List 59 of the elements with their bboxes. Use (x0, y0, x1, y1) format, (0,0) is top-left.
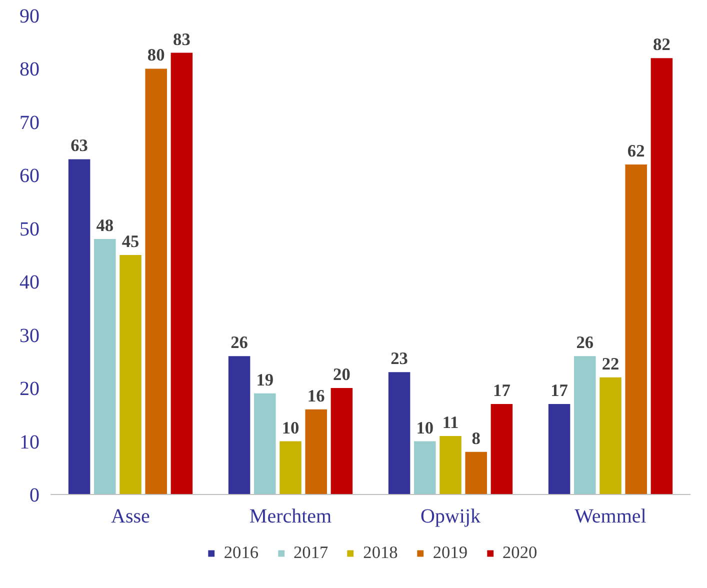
data-label: 26 (576, 333, 594, 352)
bar (254, 393, 276, 494)
data-label: 63 (70, 136, 88, 156)
data-label: 17 (550, 381, 568, 400)
legend-label: 2018 (363, 542, 398, 562)
data-label: 83 (173, 30, 191, 49)
bar (305, 409, 327, 494)
bar (170, 52, 193, 494)
data-label: 20 (333, 365, 350, 384)
data-label: 82 (653, 35, 670, 54)
x-tick-label: Asse (111, 506, 150, 528)
bar (465, 452, 487, 494)
data-label: 45 (122, 232, 140, 251)
data-label: 8 (472, 428, 481, 448)
x-tick-label: Merchtem (249, 506, 332, 528)
y-tick-label: 40 (20, 272, 40, 294)
y-tick-label: 90 (20, 6, 40, 28)
data-label: 19 (256, 370, 274, 390)
data-label: 16 (307, 386, 326, 406)
data-label: 23 (390, 349, 408, 368)
y-tick-label: 30 (20, 324, 40, 347)
y-tick-label: 20 (20, 378, 40, 400)
y-tick-label: 80 (20, 58, 40, 81)
data-label: 80 (147, 46, 165, 65)
bar (120, 255, 142, 494)
y-tick-label: 10 (20, 431, 40, 454)
bar (548, 404, 570, 494)
data-label: 10 (416, 418, 434, 438)
bar (145, 68, 167, 494)
x-tick-label: Wemmel (574, 506, 647, 528)
legend-label: 2016 (224, 542, 259, 562)
bar (68, 159, 90, 494)
x-tick-label: Opwijk (420, 506, 480, 528)
bar (228, 356, 250, 494)
bar (440, 436, 462, 494)
bar (625, 164, 647, 494)
bar (414, 441, 436, 494)
data-label: 22 (602, 354, 620, 374)
data-label: 10 (282, 418, 300, 438)
y-tick-label: 50 (20, 218, 40, 240)
bar (650, 58, 673, 494)
y-tick-label: 0 (30, 484, 40, 506)
data-label: 17 (493, 381, 511, 400)
bar (330, 388, 353, 494)
bar (574, 356, 596, 494)
legend-label: 2017 (294, 542, 328, 562)
y-tick-label: 70 (20, 112, 40, 134)
bar (388, 372, 410, 494)
bar (280, 441, 302, 494)
data-label: 11 (442, 412, 459, 432)
legend-label: 2020 (502, 542, 538, 562)
data-label: 26 (230, 333, 248, 352)
bar (94, 239, 116, 494)
y-tick-label: 60 (20, 165, 40, 188)
data-label: 48 (96, 216, 114, 236)
legend-label: 2019 (432, 542, 468, 562)
bar (600, 377, 622, 494)
data-label: 62 (627, 142, 645, 161)
bar (490, 404, 513, 494)
